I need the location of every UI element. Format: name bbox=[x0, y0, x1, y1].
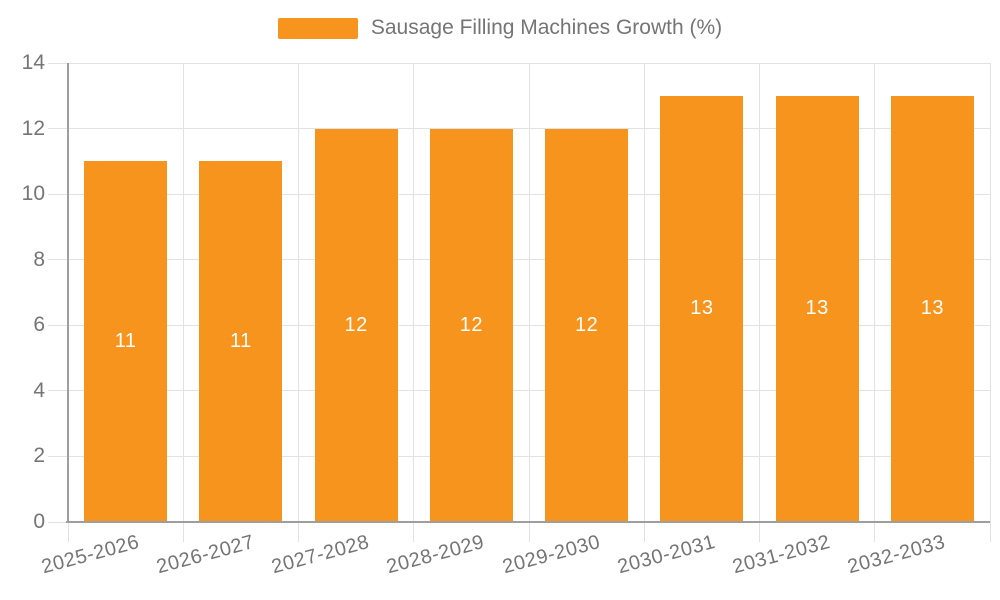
y-axis-label: 6 bbox=[33, 313, 45, 337]
gridline-horizontal bbox=[48, 390, 990, 392]
gridline-vertical bbox=[759, 63, 760, 542]
bar-value-label: 12 bbox=[575, 313, 599, 336]
x-axis-label: 2032-2033 bbox=[845, 531, 949, 579]
gridline-vertical bbox=[182, 63, 184, 542]
y-axis-label: 14 bbox=[21, 51, 45, 74]
legend-label: Sausage Filling Machines Growth (%) bbox=[370, 16, 723, 39]
gridline-horizontal bbox=[48, 62, 990, 64]
bar-value-label: 12 bbox=[344, 313, 368, 336]
gridline-horizontal bbox=[48, 455, 990, 457]
legend-swatch bbox=[277, 17, 358, 39]
y-axis-label: 12 bbox=[21, 116, 45, 140]
x-axis-label: 2031-2032 bbox=[730, 531, 833, 579]
gridline-vertical bbox=[413, 63, 415, 542]
x-axis-label: 2027-2028 bbox=[269, 531, 372, 579]
y-axis-label: 2 bbox=[33, 444, 45, 468]
x-axis-label: 2030-2031 bbox=[615, 531, 718, 579]
x-axis-label: 2029-2030 bbox=[499, 531, 603, 579]
bar[interactable]: 13 bbox=[890, 95, 974, 522]
bar[interactable]: 13 bbox=[660, 95, 744, 522]
bar[interactable]: 12 bbox=[429, 128, 513, 522]
bar[interactable]: 13 bbox=[775, 95, 859, 522]
x-axis-label: 2028-2029 bbox=[384, 531, 488, 579]
y-axis-label: 4 bbox=[33, 378, 45, 402]
gridline-horizontal bbox=[48, 324, 990, 326]
bar[interactable]: 12 bbox=[545, 128, 629, 522]
gridline-horizontal bbox=[48, 259, 990, 261]
bar-value-label: 12 bbox=[459, 313, 483, 336]
bar[interactable]: 11 bbox=[84, 161, 168, 522]
bar-value-label: 11 bbox=[229, 330, 252, 353]
bar[interactable]: 12 bbox=[314, 128, 398, 522]
bar-value-label: 11 bbox=[114, 330, 137, 353]
x-axis-label: 2026-2027 bbox=[154, 531, 257, 579]
y-axis-label: 0 bbox=[33, 510, 45, 533]
y-axis-label: 10 bbox=[21, 182, 45, 206]
gridline-vertical bbox=[643, 63, 645, 542]
x-axis-label: 2025-2026 bbox=[38, 531, 142, 579]
gridline-vertical bbox=[298, 63, 299, 542]
gridline-vertical bbox=[528, 63, 530, 542]
gridline-vertical bbox=[989, 63, 991, 542]
x-axis-line bbox=[66, 521, 990, 523]
gridline-horizontal bbox=[48, 128, 990, 130]
bar-value-label: 13 bbox=[920, 297, 944, 320]
gridline-vertical bbox=[874, 63, 876, 542]
bar[interactable]: 11 bbox=[199, 161, 283, 522]
y-axis-label: 8 bbox=[33, 247, 45, 271]
plot-area: 11 11 12 12 12 13 13 13 bbox=[48, 62, 991, 542]
y-axis-line bbox=[67, 63, 69, 522]
bar-value-label: 13 bbox=[805, 297, 829, 320]
gridline-horizontal bbox=[48, 193, 990, 195]
legend[interactable]: Sausage Filling Machines Growth (%) bbox=[0, 16, 1000, 40]
bar-value-label: 13 bbox=[690, 297, 714, 320]
